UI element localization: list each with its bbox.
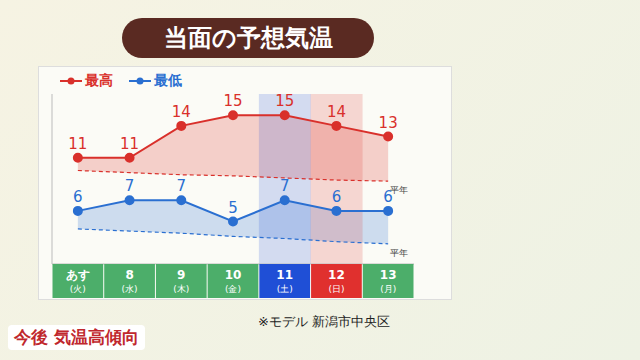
svg-text:15: 15	[223, 92, 242, 110]
svg-text:11: 11	[68, 135, 87, 153]
html-text:当面の予想気温: 当面の予想気温	[163, 24, 333, 52]
svg-text:12: 12	[328, 268, 345, 282]
svg-text:6: 6	[332, 188, 342, 206]
svg-text:(火): (火)	[70, 284, 86, 294]
svg-text:13: 13	[379, 114, 398, 132]
svg-text:9: 9	[177, 268, 185, 282]
svg-text:7: 7	[125, 177, 135, 195]
svg-text:11: 11	[120, 135, 139, 153]
svg-text:6: 6	[383, 188, 393, 206]
svg-text:8: 8	[125, 268, 133, 282]
svg-text:(月): (月)	[380, 284, 396, 294]
svg-text:15: 15	[275, 92, 294, 110]
svg-text:(金): (金)	[225, 284, 241, 294]
svg-text:7: 7	[177, 177, 187, 195]
html-text:※モデル 新潟市中央区: ※モデル 新潟市中央区	[258, 314, 390, 329]
svg-text:平年: 平年	[390, 185, 409, 196]
svg-text:(水): (水)	[122, 284, 138, 294]
html-text:最高: 最高	[85, 72, 113, 88]
html-text:今後 気温高傾向: 今後 気温高傾向	[14, 327, 139, 347]
svg-text:(木): (木)	[173, 284, 189, 294]
svg-text:7: 7	[280, 177, 290, 195]
svg-text:13: 13	[380, 268, 397, 282]
svg-text:14: 14	[327, 103, 346, 121]
svg-text:平年: 平年	[390, 248, 408, 258]
svg-text:11: 11	[276, 268, 293, 282]
html-text:最低: 最低	[154, 72, 182, 88]
svg-text:14: 14	[172, 103, 191, 121]
svg-text:6: 6	[73, 188, 83, 206]
svg-text:(日): (日)	[328, 284, 344, 294]
svg-text:10: 10	[225, 268, 242, 282]
svg-text:5: 5	[228, 199, 238, 217]
svg-text:あす: あす	[66, 268, 90, 282]
svg-text:(土): (土)	[277, 284, 293, 294]
